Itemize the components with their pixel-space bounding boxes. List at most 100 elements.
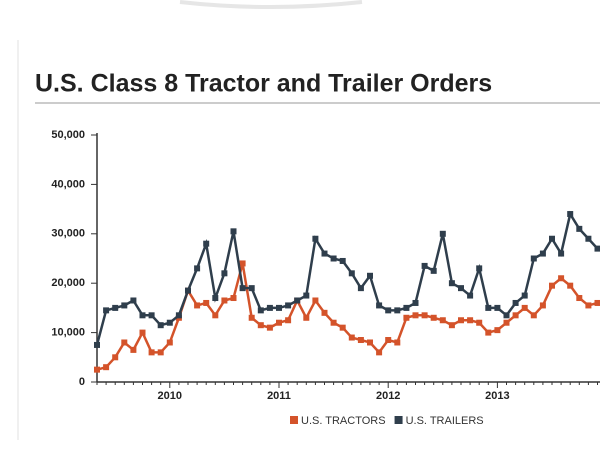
point-marker — [157, 322, 164, 329]
point-marker — [121, 302, 128, 309]
point-marker — [539, 302, 546, 309]
point-marker — [121, 339, 128, 346]
point-marker — [212, 312, 219, 319]
point-marker — [421, 312, 428, 319]
point-marker — [348, 270, 355, 277]
point-marker — [330, 319, 337, 326]
point-marker — [539, 250, 546, 257]
y-tick-label: 10,000 — [51, 327, 85, 339]
point-marker — [230, 228, 237, 235]
point-marker — [303, 292, 310, 299]
point-marker — [376, 302, 383, 309]
point-marker — [203, 299, 210, 306]
y-tick-label: 40,000 — [51, 178, 85, 190]
point-marker — [439, 230, 446, 237]
point-marker — [94, 366, 100, 373]
point-marker — [430, 314, 437, 321]
point-marker — [594, 299, 600, 306]
legend-swatch — [394, 416, 403, 424]
point-marker — [212, 295, 219, 302]
point-marker — [357, 337, 364, 344]
point-marker — [130, 346, 137, 353]
point-marker — [585, 235, 592, 242]
point-marker — [467, 317, 474, 324]
point-marker — [276, 304, 282, 311]
point-marker — [166, 339, 173, 346]
point-marker — [576, 225, 583, 232]
point-marker — [467, 292, 474, 299]
point-marker — [248, 285, 255, 292]
x-tick-label: 2013 — [485, 390, 509, 402]
point-marker — [567, 211, 574, 218]
point-marker — [166, 319, 173, 326]
point-marker — [503, 319, 510, 326]
point-marker — [112, 304, 119, 311]
point-marker — [476, 319, 483, 326]
point-marker — [266, 324, 273, 331]
point-marker — [503, 312, 510, 319]
point-marker — [494, 304, 501, 311]
point-marker — [512, 299, 519, 306]
point-marker — [130, 297, 137, 304]
point-marker — [94, 341, 100, 348]
point-marker — [376, 349, 383, 356]
point-marker — [194, 265, 201, 272]
point-marker — [157, 349, 164, 356]
point-marker — [103, 364, 110, 371]
point-marker — [285, 302, 292, 309]
point-marker — [549, 235, 555, 242]
point-marker — [585, 302, 592, 309]
legend-swatch — [290, 416, 298, 424]
point-marker — [521, 292, 528, 299]
point-marker — [139, 329, 146, 336]
point-marker — [549, 282, 555, 289]
point-marker — [266, 304, 273, 311]
point-marker — [367, 339, 373, 346]
point-marker — [403, 304, 410, 311]
point-marker — [521, 304, 528, 311]
point-marker — [248, 314, 255, 321]
point-marker — [558, 275, 565, 282]
point-marker — [385, 307, 392, 314]
point-marker — [185, 287, 191, 294]
point-marker — [276, 319, 282, 326]
point-marker — [321, 250, 328, 257]
point-marker — [103, 307, 110, 314]
point-marker — [294, 297, 301, 304]
point-marker — [512, 312, 519, 319]
x-tick-label: 2012 — [376, 390, 400, 402]
point-marker — [530, 255, 537, 262]
point-marker — [312, 297, 319, 304]
point-marker — [321, 309, 328, 316]
point-marker — [230, 295, 237, 302]
point-marker — [439, 317, 446, 324]
point-marker — [403, 314, 410, 321]
point-marker — [594, 245, 600, 252]
point-marker — [257, 322, 264, 329]
point-marker — [476, 265, 483, 272]
point-marker — [175, 312, 182, 319]
point-marker — [194, 302, 201, 309]
point-marker — [257, 307, 264, 314]
point-marker — [221, 297, 228, 304]
point-marker — [448, 322, 455, 329]
point-marker — [348, 334, 355, 341]
point-marker — [357, 285, 364, 292]
point-marker — [394, 339, 401, 346]
point-marker — [339, 257, 346, 264]
point-marker — [330, 255, 337, 262]
point-marker — [221, 270, 228, 277]
legend-label: U.S. TRAILERS — [406, 415, 484, 427]
point-marker — [421, 262, 428, 269]
point-marker — [576, 295, 583, 302]
y-tick-label: 50,000 — [51, 129, 85, 141]
point-marker — [485, 329, 492, 336]
point-marker — [448, 280, 455, 287]
point-marker — [312, 235, 319, 242]
point-marker — [385, 337, 392, 344]
card-edge — [179, 0, 363, 9]
point-marker — [148, 349, 155, 356]
